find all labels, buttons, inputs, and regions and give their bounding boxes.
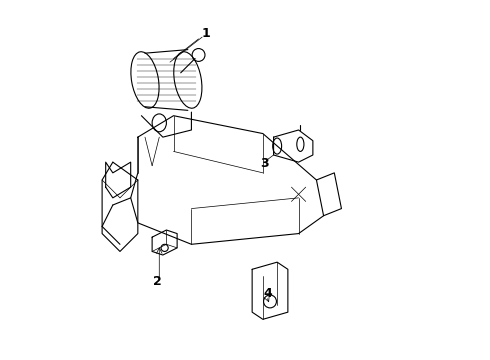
Text: 4: 4 [264,287,272,300]
Text: 2: 2 [153,275,162,288]
Text: 1: 1 [201,27,210,40]
Text: 3: 3 [260,157,269,170]
